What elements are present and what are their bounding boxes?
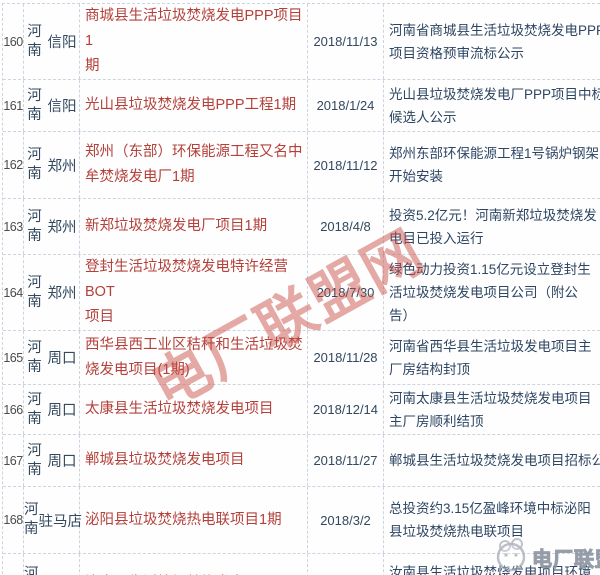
city-label: 周口 — [47, 351, 77, 367]
table-row: 161 河南 信阳 光山县垃圾焚烧发电PPP工程1期 2018/1/24 光山县… — [3, 80, 600, 132]
province-label: 河南 — [27, 339, 42, 375]
row-number-cell: 160 — [3, 4, 24, 79]
city-label: 周口 — [47, 403, 77, 419]
project-name-cell: 登封生活垃圾焚烧发电特许经营BOT 项目 — [80, 255, 308, 330]
province-label: 河南 — [24, 502, 39, 537]
city-label: 信阳 — [47, 35, 77, 51]
table-row: 169 河南 驻马店 汝南县生活垃圾焚烧发电项目 2018/9/30 汝南县生活… — [3, 554, 600, 575]
city-label: 郑州 — [47, 286, 77, 302]
table-row: 164 河南 郑州 登封生活垃圾焚烧发电特许经营BOT 项目 2018/7/30… — [3, 255, 600, 331]
project-name-cell: 太康县生活垃圾焚烧发电项目 — [80, 385, 308, 434]
row-number-cell: 164 — [3, 255, 24, 330]
region-cell: 河南 周口 — [24, 331, 80, 384]
table-row: 165 河南 周口 西华县西工业区秸秆和生活垃圾焚 烧发电项目(1期) 2018… — [3, 331, 600, 385]
projects-table: 160 河南 信阳 商城县生活垃圾焚烧发电PPP项目1 期 2018/11/13… — [2, 3, 600, 575]
table-row: 163 河南 郑州 新郑垃圾焚烧发电厂项目1期 2018/4/8 投资5.2亿元… — [3, 199, 600, 255]
date-cell: 2018/11/28 — [308, 331, 384, 384]
region-cell: 河南 郑州 — [24, 132, 80, 198]
province-label: 河南 — [24, 565, 39, 575]
row-number-cell: 161 — [3, 80, 24, 131]
region-cell: 河南 驻马店 — [24, 487, 83, 553]
region-cell: 河南 信阳 — [24, 4, 80, 79]
description-cell: 河南省西华县生活垃圾发电项目主 厂房结构封顶 — [384, 331, 600, 384]
date-cell: 2018/4/8 — [308, 199, 384, 254]
description-cell: 光山县垃圾焚烧发电厂PPP项目中标 候选人公示 — [384, 80, 600, 131]
project-name-cell: 新郑垃圾焚烧发电厂项目1期 — [80, 199, 308, 254]
row-number-cell: 162 — [3, 132, 24, 198]
project-name-cell: 汝南县生活垃圾焚烧发电项目 — [80, 554, 308, 575]
date-cell: 2018/1/24 — [308, 80, 384, 131]
project-name-cell: 商城县生活垃圾焚烧发电PPP项目1 期 — [80, 4, 308, 79]
province-label: 河南 — [27, 147, 42, 182]
project-name-cell: 西华县西工业区秸秆和生活垃圾焚 烧发电项目(1期) — [80, 331, 308, 384]
row-number-cell: 167 — [3, 435, 24, 486]
date-cell: 2018/3/2 — [308, 487, 384, 553]
table-row: 167 河南 周口 郸城县垃圾焚烧发电项目 2018/11/27 郸城县生活垃圾… — [3, 435, 600, 487]
description-cell: 汝南县生活垃圾焚烧发电项目环境 影响评价信息第一次公告 — [384, 554, 600, 575]
region-cell: 河南 周口 — [24, 385, 80, 434]
date-cell: 2018/11/27 — [308, 435, 384, 486]
province-label: 河南 — [27, 87, 42, 123]
province-label: 河南 — [27, 442, 42, 478]
project-name-cell: 郸城县垃圾焚烧发电项目 — [80, 435, 308, 486]
description-cell: 河南省商城县生活垃圾焚烧发电PPP 项目资格预审流标公示 — [384, 4, 600, 79]
description-cell: 河南太康县生活垃圾焚烧发电项目 主厂房顺利结顶 — [384, 385, 600, 434]
city-label: 驻马店 — [38, 513, 83, 530]
project-name-cell: 光山县垃圾焚烧发电PPP工程1期 — [80, 80, 308, 131]
row-number-cell: 163 — [3, 199, 24, 254]
city-label: 周口 — [47, 454, 77, 470]
province-label: 河南 — [27, 208, 42, 244]
region-cell: 河南 周口 — [24, 435, 80, 486]
region-cell: 河南 郑州 — [24, 255, 80, 330]
province-label: 河南 — [27, 391, 42, 427]
description-cell: 投资5.2亿元！河南新郑垃圾焚烧发 电目已投入运行 — [384, 199, 600, 254]
description-cell: 郑州东部环保能源工程1号锅炉钢架 开始安装 — [384, 132, 600, 198]
project-name-cell: 郑州（东部）环保能源工程又名中 牟焚烧发电厂1期 — [80, 132, 308, 198]
table-row: 160 河南 信阳 商城县生活垃圾焚烧发电PPP项目1 期 2018/11/13… — [3, 4, 600, 80]
row-number-cell: 166 — [3, 385, 24, 434]
city-label: 信阳 — [47, 99, 77, 115]
description-cell: 郸城县生活垃圾焚烧发电项目招标公告 — [384, 435, 600, 486]
date-cell: 2018/9/30 — [308, 554, 384, 575]
region-cell: 河南 信阳 — [24, 80, 80, 131]
table-row: 166 河南 周口 太康县生活垃圾焚烧发电项目 2018/12/14 河南太康县… — [3, 385, 600, 435]
city-label: 郑州 — [47, 158, 77, 175]
row-number-cell: 168 — [3, 487, 24, 553]
province-label: 河南 — [27, 274, 42, 310]
row-number-cell: 165 — [3, 331, 24, 384]
date-cell: 2018/7/30 — [308, 255, 384, 330]
description-cell: 总投资约3.15亿盈峰环境中标泌阳 县垃圾焚烧热电联项目 — [384, 487, 600, 553]
region-cell: 河南 郑州 — [24, 199, 80, 254]
row-number-cell: 169 — [3, 554, 24, 575]
date-cell: 2018/12/14 — [308, 385, 384, 434]
table-row: 162 河南 郑州 郑州（东部）环保能源工程又名中 牟焚烧发电厂1期 2018/… — [3, 132, 600, 199]
description-cell: 绿色动力投资1.15亿元设立登封生 活垃圾焚烧发电项目公司（附公 告） — [384, 255, 600, 330]
region-cell: 河南 驻马店 — [24, 554, 80, 575]
province-label: 河南 — [27, 23, 42, 59]
project-name-cell: 泌阳县垃圾焚烧热电联项目1期 — [80, 487, 308, 553]
table-row: 168 河南 驻马店 泌阳县垃圾焚烧热电联项目1期 2018/3/2 总投资约3… — [3, 487, 600, 554]
date-cell: 2018/11/13 — [308, 4, 384, 79]
date-cell: 2018/11/12 — [308, 132, 384, 198]
city-label: 郑州 — [47, 220, 77, 236]
